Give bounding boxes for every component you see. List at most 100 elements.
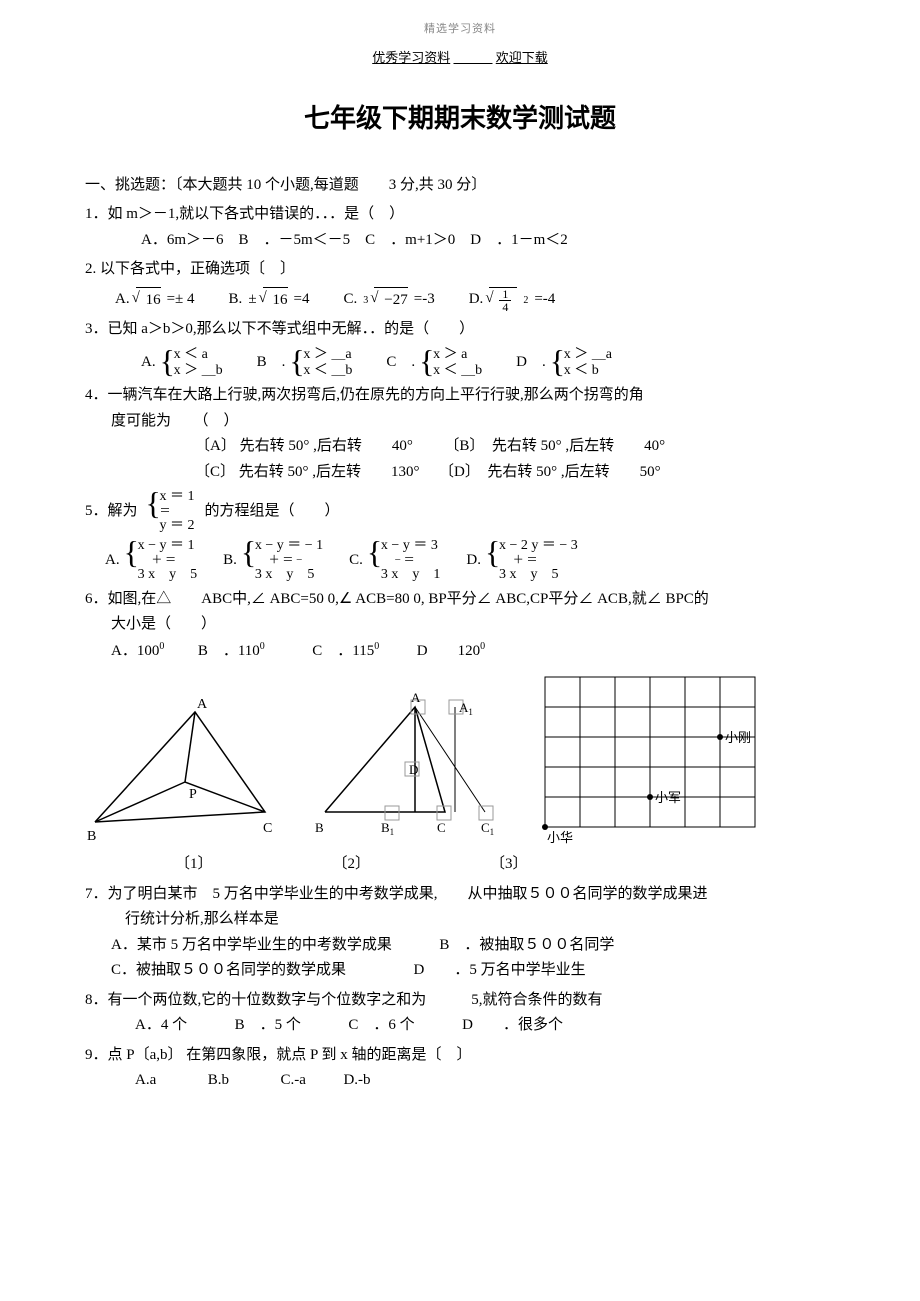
header-left: 优秀学习资料 [372,50,450,65]
brace-system: x ＝ 1 ＝ y ＝ 2 [148,489,195,534]
q6-options: A．1000 B ．1100 C ．1150 D 1200 [85,638,835,665]
question-8: 8．有一个两位数,它的十位数数字与个位数字之和为 5,就符合条件的数有 A．4 … [85,988,835,1039]
sys-row: ＋ ＝ [499,554,578,567]
sys-row: x ＜ ＿b [433,363,482,379]
sys-row: − ＝ [381,554,441,567]
frac-den: 4 [499,301,511,313]
sqrt-icon: 1 4 [489,287,517,314]
header-right: 欢迎下载 [496,50,548,65]
q4-opt-c: 〔C〕 先右转 50° ,后左转 130° [195,464,420,480]
q3-c-label: C . [386,350,415,376]
sys-row: ＋ ＝ − [255,554,323,567]
q2-opt-a: A. 16 =± 4 [115,287,195,314]
q6-opt-a: A．100 [111,643,159,659]
vertex-b: B [315,820,324,835]
vertex-a1: A1 [459,700,473,717]
q3-opt-a: A. x ＜ a x ＞ ＿b [141,347,223,379]
q9-opt-a: A.a [135,1072,156,1088]
q4-opt-d: 〔D〕 先右转 50° ,后左转 50° [439,464,661,480]
sys-row: x ＞ ＿b [174,363,223,379]
sys-row: x ＜ a [174,347,223,363]
q3-opt-c: C . x ＞ a x ＜ ＿b [386,347,482,379]
question-9: 9．点 P〔a,b〕 在第四象限，就点 P 到 x 轴的距离是〔 〕 A.a B… [85,1043,835,1094]
grid-label-2: 小军 [655,790,681,805]
q9-opt-b: B.b [208,1072,229,1088]
sys-row: 3 x y 1 [381,567,441,583]
question-7: 7．为了明白某市 5 万名中学毕业生的中考数学成果, 从中抽取５００名同学的数学… [85,882,835,984]
figure-2-triangle: A A1 D B B1 C C1 [315,692,505,842]
q7-stem1: 7．为了明白某市 5 万名中学毕业生的中考数学成果, 从中抽取５００名同学的数学… [85,882,835,908]
question-6: 6．如图,在△ ABC中,∠ ABC=50 0,∠ ACB=80 0, BP平分… [85,587,835,878]
figure-1-triangle: A B C P [85,692,285,842]
q7-opt-d: D ．5 万名中学毕业生 [414,962,586,978]
q2-b-result: =4 [294,287,310,313]
q7-opt-b: B ．被抽取５００名同学 [439,937,614,953]
page-title: 七年级下期期末数学测试题 [85,97,835,141]
q2-a-label: A. [115,287,130,313]
q6-opt-c: C ．115 [312,643,374,659]
vertex-c: C [263,821,272,836]
vertex-a: A [197,697,208,712]
sys-row: x ＞ ＿a [564,347,612,363]
q3-b-label: B . [257,350,286,376]
vertex-b: B [87,829,96,844]
sqrt-icon: −27 [374,287,407,314]
q4-row1: 〔A〕 先右转 50° ,后右转 40° 〔B〕 先右转 50° ,后左转 40… [85,434,835,460]
brace-system: x ＞ ＿a x ＜ b [552,347,612,379]
q5-stem-pre: 5．解为 [85,499,138,525]
q2-b-radicand: 16 [273,292,288,308]
q6-stem2: 大小是（ ） [85,612,835,638]
q5-b-label: B. [223,548,237,574]
q2-a-radicand: 16 [146,292,161,308]
q2-c-label: C. [344,287,358,313]
q6-opt-b: B ．110 [198,643,260,659]
vertex-b1: B1 [381,820,394,837]
header-gap: ＿＿＿ [453,50,492,65]
q5-opt-b: B. x − y ＝ − 1 ＋ ＝ − 3 x y 5 [223,538,323,583]
q4-opt-a: 〔A〕 先右转 50° ,后右转 40° [195,438,413,454]
question-2: 2. 以下各式中，正确选项〔 〕 A. 16 =± 4 B. ± 16 =4 C… [85,257,835,313]
q2-opt-d: D. 1 4 2 =-4 [469,287,556,314]
q5-options: A. x − y ＝ 1 ＋ ＝ 3 x y 5 B. x − y ＝ − 1 … [105,538,835,583]
degree-sup: 0 [374,641,379,652]
sys-row: x − y ＝ − 1 [255,538,323,554]
sys-row: 3 x y 5 [138,567,198,583]
section-heading: 一、挑选题：〔本大题共 10 个小题,每道题 3 分,共 30 分〕 [85,173,835,199]
q5-opt-a: A. x − y ＝ 1 ＋ ＝ 3 x y 5 [105,538,197,583]
q9-stem: 9．点 P〔a,b〕 在第四象限，就点 P 到 x 轴的距离是〔 〕 [85,1043,835,1069]
sys-row: x ＞ a [433,347,482,363]
q2-b-prefix: ± [248,287,256,313]
question-3: 3．已知 a＞b＞0,那么以下不等式组中无解．．的是（ ） A. x ＜ a x… [85,317,835,379]
q5-a-label: A. [105,548,120,574]
fig-label-3: 〔3〕 [490,852,528,878]
q3-opt-d: D . x ＞ ＿a x ＜ b [516,347,612,379]
sqrt-icon: 16 [263,287,288,314]
degree-sup: 0 [480,641,485,652]
brace-system: x ＞ a x ＜ ＿b [421,347,482,379]
q2-c-result: =-3 [414,287,435,313]
q2-d-label: D. [469,287,484,313]
q4-stem: 4．一辆汽车在大路上行驶,两次拐弯后,仍在原先的方向上平行行驶,那么两个拐弯的角 [85,383,835,409]
sys-row: x ＝ 1 [160,489,195,505]
q7-opt-c: C．被抽取５００名同学的数学成果 [111,962,346,978]
grid-label-3: 小华 [547,830,573,845]
q3-d-label: D . [516,350,546,376]
fraction: 1 4 [499,288,511,313]
degree-sup: 0 [260,641,265,652]
q3-stem: 3．已知 a＞b＞0,那么以下不等式组中无解．．的是（ ） [85,317,835,343]
q3-opt-b: B . x ＞ ＿a x ＜ ＿b [257,347,353,379]
brace-system: x − y ＝ 1 ＋ ＝ 3 x y 5 [126,538,198,583]
sys-row: x − 2 y ＝ − 3 [499,538,578,554]
q9-options: A.a B.b C.-a D.-b [85,1068,835,1094]
q2-c-radicand: −27 [384,292,407,308]
brace-system: x ＞ ＿a x ＜ ＿b [291,347,352,379]
watermark: 精选学习资料 [85,20,835,39]
q8-opt-b: B ．5 个 [235,1017,301,1033]
q5-opt-c: C. x − y ＝ 3 − ＝ 3 x y 1 [349,538,440,583]
q8-opt-c: C ．6 个 [348,1017,414,1033]
q5-stem: 5．解为 x ＝ 1 ＝ y ＝ 2 的方程组是（ ） [85,489,835,534]
fig-label-2: 〔2〕 [333,852,371,878]
q5-d-label: D. [466,548,481,574]
sys-row: 3 x y 5 [499,567,578,583]
q8-options: A．4 个 B ．5 个 C ．6 个 D ．很多个 [85,1013,835,1039]
